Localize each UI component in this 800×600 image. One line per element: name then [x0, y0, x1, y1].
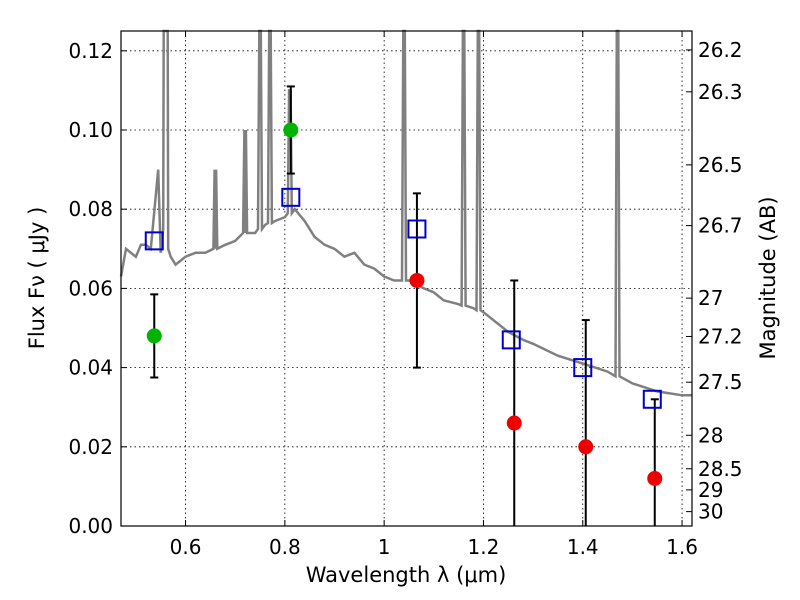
observed-upper-limits-point: [647, 470, 663, 486]
y-tick-label: 0.10: [68, 118, 113, 142]
axis-ticks: 0.6 0.8 1 1.2 1.4 1.6 0.00 0.02 0.04 0.06 0.08 0.10…: [68, 31, 743, 559]
observed-detections-point: [146, 328, 162, 344]
y-axis-label: Flux Fν ( μJy ): [25, 207, 49, 350]
y-tick-label: 0.00: [68, 514, 113, 538]
mag-tick-label: 27: [698, 286, 723, 310]
model-photometry-square: [573, 358, 593, 378]
model-photometry-square: [144, 231, 164, 251]
mag-tick-label: 26.3: [698, 80, 743, 104]
model-spectrum: [119, 29, 692, 397]
observed-upper-limits-point: [409, 272, 425, 288]
mag-tick-label: 26.2: [698, 38, 743, 62]
y-axis-right-label: Magnitude (AB): [756, 196, 780, 359]
mag-tick-label: 29: [698, 478, 723, 502]
mag-tick-label: 30: [698, 500, 723, 524]
x-tick-label: 1: [378, 535, 391, 559]
data-points: [144, 85, 663, 526]
model-spectrum-line: [119, 29, 692, 397]
observed-detections-point: [283, 122, 299, 138]
mag-tick-label: 27.5: [698, 370, 743, 394]
model-photometry-square: [642, 389, 662, 409]
x-tick-label: 0.8: [269, 535, 301, 559]
x-axis-label: Wavelength λ (μm): [306, 563, 507, 587]
y-tick-label: 0.06: [68, 276, 113, 300]
mag-tick-label: 26.7: [698, 214, 743, 238]
x-tick-label: 1.2: [468, 535, 500, 559]
x-tick-label: 0.6: [170, 535, 202, 559]
mag-tick-label: 28.5: [698, 457, 743, 481]
model-photometry-square: [281, 187, 301, 207]
plot-frame: [120, 30, 693, 527]
model-photometry-square: [501, 330, 521, 350]
mag-tick-label: 27.2: [698, 324, 743, 348]
x-tick-label: 1.4: [567, 535, 599, 559]
observed-upper-limits-point: [578, 439, 594, 455]
x-tick-label: 1.6: [666, 535, 698, 559]
observed-upper-limits-point: [506, 415, 522, 431]
y-tick-label: 0.12: [68, 39, 113, 63]
y-tick-label: 0.02: [68, 435, 113, 459]
y-tick-label: 0.08: [68, 197, 113, 221]
mag-tick-label: 26.5: [698, 153, 743, 177]
mag-tick-label: 28: [698, 423, 723, 447]
model-photometry-square: [407, 219, 427, 239]
y-tick-label: 0.04: [68, 356, 113, 380]
